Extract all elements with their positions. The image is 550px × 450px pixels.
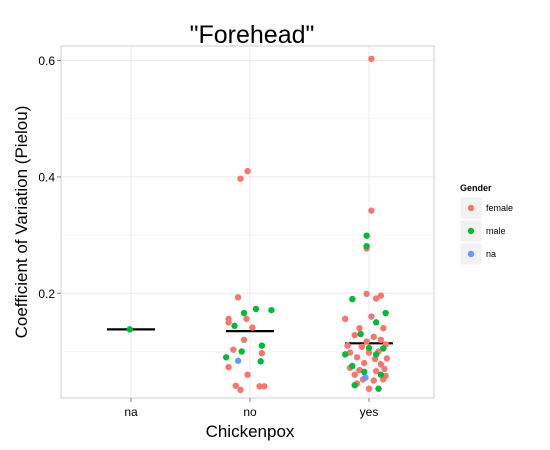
data-point-female <box>372 295 380 302</box>
x-tick-label: no <box>243 405 257 419</box>
x-tick-label: na <box>124 405 138 419</box>
data-point-female <box>370 377 377 384</box>
data-point-female <box>244 371 251 378</box>
data-point-male <box>349 362 356 370</box>
data-point-female <box>237 175 244 182</box>
data-point-male <box>365 344 373 352</box>
data-point-male <box>257 358 264 365</box>
data-point-male <box>126 326 134 333</box>
x-axis-label: Chickenpox <box>206 422 295 441</box>
data-point-male <box>357 330 364 338</box>
data-point-female <box>363 290 370 298</box>
data-point-male <box>382 309 389 317</box>
legend-key-male <box>467 227 475 235</box>
data-point-female <box>377 361 385 368</box>
data-point-male <box>351 382 358 389</box>
data-point-female <box>261 383 268 390</box>
data-point-female <box>232 382 239 389</box>
data-point-na <box>362 374 369 381</box>
data-point-female <box>370 333 377 341</box>
chart-title: "Forehead" <box>190 21 315 49</box>
legend-label: male <box>486 226 506 236</box>
data-point-male <box>380 345 387 352</box>
data-point-female <box>368 313 375 320</box>
data-point-female <box>342 315 349 323</box>
data-point-male <box>372 351 380 358</box>
y-tick-label: 0.6 <box>38 54 55 68</box>
legend-label: female <box>486 203 513 213</box>
data-point-male <box>258 342 266 349</box>
y-axis-ticks: 0.2 0.4 0.6 <box>38 54 61 301</box>
data-point-female <box>372 368 380 375</box>
legend-title: Gender <box>460 183 492 193</box>
legend: Gender female male na <box>459 183 513 266</box>
gridlines <box>61 46 434 398</box>
data-point-female <box>258 350 266 357</box>
data-point-female <box>225 319 232 326</box>
y-tick-label: 0.4 <box>38 170 55 184</box>
data-point-female <box>353 354 361 361</box>
x-axis-ticks: na no yes <box>124 398 378 419</box>
data-point-male <box>363 242 370 250</box>
data-point-male <box>252 305 260 313</box>
data-point-female <box>244 167 251 175</box>
data-point-female <box>377 292 385 299</box>
data-point-female <box>368 55 375 62</box>
data-point-female <box>380 324 387 332</box>
data-point-male <box>268 306 275 314</box>
data-point-male <box>231 322 238 330</box>
x-tick-label: yes <box>360 405 379 419</box>
data-point-na <box>234 357 242 364</box>
data-point-female <box>234 294 242 301</box>
data-point-female <box>225 363 232 371</box>
data-point-female <box>365 349 373 356</box>
legend-key-female <box>467 204 475 212</box>
data-point-female <box>368 207 375 214</box>
y-tick-label: 0.2 <box>38 287 55 301</box>
legend-key-na <box>467 250 475 258</box>
y-axis-label: Coefficient of Variation (Pielou) <box>12 106 31 339</box>
data-point-female <box>361 359 368 367</box>
data-point-male <box>223 354 230 361</box>
legend-label: na <box>486 249 496 259</box>
data-point-female <box>230 346 237 353</box>
data-point-male <box>349 295 356 303</box>
data-point-male <box>372 319 380 326</box>
data-point-male <box>342 351 349 358</box>
data-point-male <box>238 348 245 355</box>
data-point-male <box>361 368 368 376</box>
data-point-male <box>363 232 370 239</box>
data-point-female <box>377 336 385 344</box>
data-point-female <box>383 355 391 362</box>
data-point-female <box>363 338 370 345</box>
data-point-female <box>351 371 358 378</box>
data-point-male <box>377 371 385 378</box>
data-point-female <box>358 343 366 350</box>
data-point-male <box>375 385 382 392</box>
data-point-female <box>356 324 363 332</box>
data-point-female <box>237 386 244 394</box>
data-point-female <box>344 342 351 349</box>
data-point-female <box>365 385 373 392</box>
plot-panel <box>60 45 435 399</box>
data-point-female <box>240 336 248 344</box>
data-points <box>126 55 391 394</box>
data-point-male <box>240 309 248 317</box>
data-point-female <box>351 331 358 339</box>
data-point-female <box>249 324 256 331</box>
data-point-female <box>381 365 388 373</box>
data-point-female <box>243 315 250 323</box>
data-point-female <box>256 383 263 390</box>
